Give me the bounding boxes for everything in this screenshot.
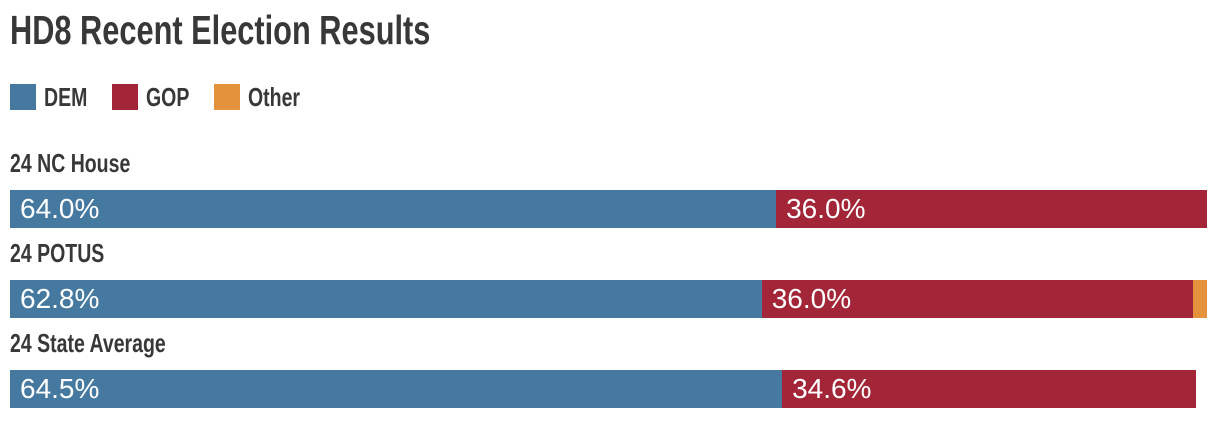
bar-value-label: 34.6% [792, 373, 872, 404]
chart-title-text: HD8 Recent Election Results [10, 7, 431, 53]
category-label-text: 24 State Average [10, 328, 166, 358]
chart-container: HD8 Recent Election Results DEM GOP Other … [0, 10, 1220, 408]
category-label-text: 24 NC House [10, 148, 131, 178]
chart-title: HD8 Recent Election Results [10, 10, 1207, 51]
bar-segment-dem: 64.5% [10, 370, 783, 408]
legend-item-dem: DEM [10, 84, 102, 110]
legend-label: GOP [145, 82, 190, 112]
bar-segment-other [1192, 280, 1207, 318]
legend-label-wrap: DEM [44, 84, 102, 110]
category-label: 24 State Average [10, 330, 1207, 356]
bar-row: 24 POTUS 62.8% 36.0% [10, 240, 1207, 318]
category-label: 24 NC House [10, 150, 1207, 176]
stacked-bar: 64.5% 34.6% [10, 370, 1207, 408]
category-label: 24 POTUS [10, 240, 1207, 266]
legend: DEM GOP Other [10, 84, 1207, 110]
bar-segment-dem: 62.8% [10, 280, 762, 318]
legend-item-other: Other [213, 84, 317, 110]
bar-value-label: 64.0% [20, 193, 100, 224]
bar-rows: 24 NC House 64.0% 36.0% 24 POTUS 62.8% 36.0% 2… [10, 150, 1207, 408]
legend-swatch-dem-icon [10, 84, 36, 110]
bar-segment-gop: 36.0% [776, 190, 1207, 228]
legend-swatch-other-icon [213, 84, 240, 110]
bar-value-label: 62.8% [20, 283, 100, 314]
category-label-text: 24 POTUS [10, 238, 105, 268]
bar-row: 24 NC House 64.0% 36.0% [10, 150, 1207, 228]
bar-segment-dem: 64.0% [10, 190, 777, 228]
legend-label: Other [247, 82, 300, 112]
legend-label-wrap: Other [248, 84, 317, 110]
legend-swatch-gop-icon [111, 84, 138, 110]
bar-segment-gop: 34.6% [782, 370, 1197, 408]
legend-label: DEM [44, 82, 88, 112]
stacked-bar: 64.0% 36.0% [10, 190, 1207, 228]
bar-row: 24 State Average 64.5% 34.6% [10, 330, 1207, 408]
bar-value-label: 36.0% [786, 193, 866, 224]
stacked-bar: 62.8% 36.0% [10, 280, 1207, 318]
legend-item-gop: GOP [111, 84, 204, 110]
bar-value-label: 36.0% [771, 283, 852, 314]
bar-segment-gop: 36.0% [761, 280, 1193, 318]
bar-value-label: 64.5% [20, 373, 100, 404]
legend-label-wrap: GOP [146, 84, 204, 110]
